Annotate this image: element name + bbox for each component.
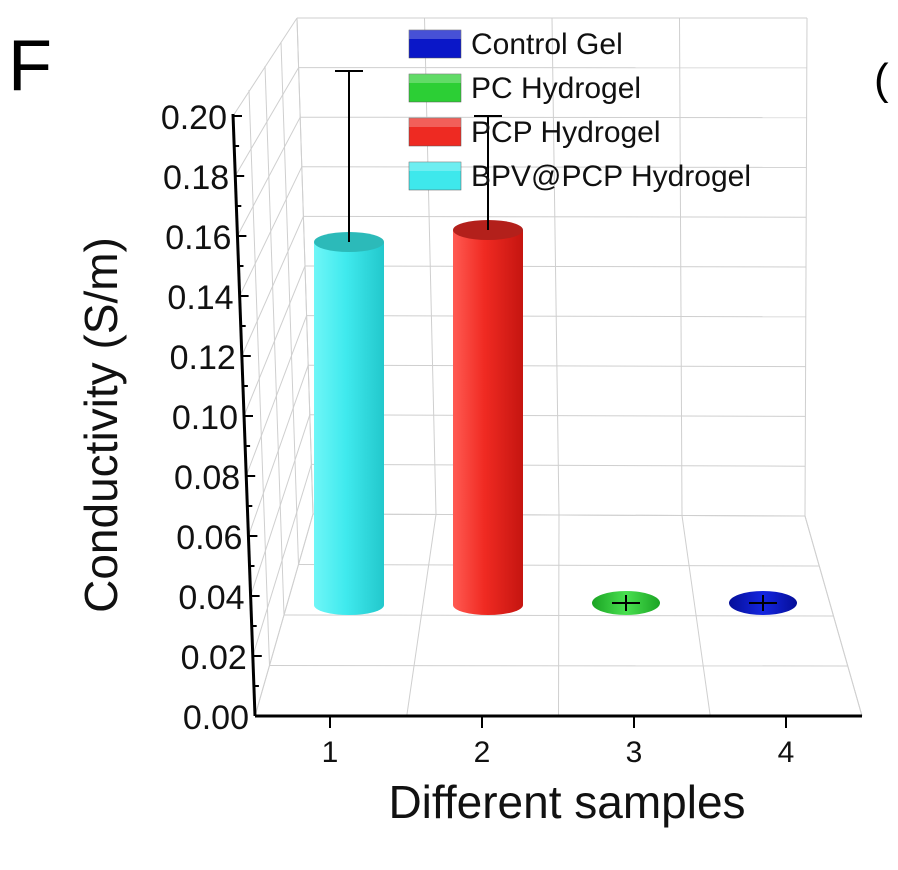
x-tick-label: 4 <box>778 736 795 769</box>
legend-swatch-shine <box>409 74 461 83</box>
legend-label: PCP Hydrogel <box>471 116 661 149</box>
legend-item: PC Hydrogel <box>408 72 641 105</box>
grid <box>232 17 863 717</box>
y-axis-title: Conductivity (S/m) <box>75 237 127 613</box>
y-tick-label: 0.20 <box>161 99 227 137</box>
bar-2-body <box>453 230 523 615</box>
legend-item: BPV@PCP Hydrogel <box>408 160 751 193</box>
floor-gridline <box>269 665 848 667</box>
y-tick-label: 0.04 <box>178 579 244 617</box>
panel-label: F <box>8 26 52 106</box>
x-tick-label: 2 <box>474 736 491 769</box>
floor-gridline <box>283 614 834 617</box>
y-tick-label: 0.14 <box>167 279 233 317</box>
y-tick-label: 0.00 <box>183 699 249 737</box>
x-axis-title: Different samples <box>388 776 745 828</box>
legend-label: PC Hydrogel <box>471 72 641 105</box>
x-tick-label: 1 <box>322 736 339 769</box>
legend-swatch <box>408 29 462 59</box>
bars <box>314 70 797 615</box>
back-wall-gridline <box>551 17 560 516</box>
legend-label: Control Gel <box>471 28 623 61</box>
bar-4 <box>729 591 797 615</box>
y-tick-label: 0.10 <box>172 399 238 437</box>
bar-2 <box>453 115 523 615</box>
y-tick-label: 0.16 <box>165 219 231 257</box>
legend-item: Control Gel <box>408 28 623 61</box>
legend-swatch <box>408 161 462 191</box>
floor-gridline <box>312 513 806 517</box>
y-tick-label: 0.02 <box>181 639 247 677</box>
legend-swatch-shine <box>409 30 461 39</box>
y-tick-label: 0.18 <box>163 159 229 197</box>
legend: Control Gel PC Hydrogel PCP Hydrogel BPV@PC… <box>408 28 751 193</box>
legend-swatch-shine <box>409 162 461 171</box>
legend-swatch <box>408 73 462 103</box>
y-tick-label: 0.06 <box>176 519 242 557</box>
side-wall-gridline <box>280 41 299 565</box>
legend-swatch-shine <box>409 118 461 127</box>
side-wall-gridline <box>296 17 314 515</box>
cropped-neighbor-glyph: ( <box>874 55 889 104</box>
x-tick-label: 3 <box>626 736 643 769</box>
legend-item: PCP Hydrogel <box>408 116 661 149</box>
legend-label: BPV@PCP Hydrogel <box>471 160 751 193</box>
back-wall-gridline <box>804 17 808 517</box>
y-tick-label: 0.08 <box>174 459 240 497</box>
legend-swatch <box>408 117 462 147</box>
floor-gridline <box>298 564 820 567</box>
bar-1 <box>314 70 384 615</box>
y-tick-label: 0.12 <box>170 339 236 377</box>
back-wall-gridline <box>679 17 683 516</box>
bar-1-body <box>314 242 384 615</box>
floor-edge <box>804 515 863 717</box>
side-wall-gridline <box>264 65 285 616</box>
axes: 0.00 0.02 0.04 0.06 0.08 0.10 0.12 0.14 0.16 0.18… <box>161 99 862 769</box>
side-wall-gridline <box>248 89 270 666</box>
bar-3 <box>592 591 660 615</box>
